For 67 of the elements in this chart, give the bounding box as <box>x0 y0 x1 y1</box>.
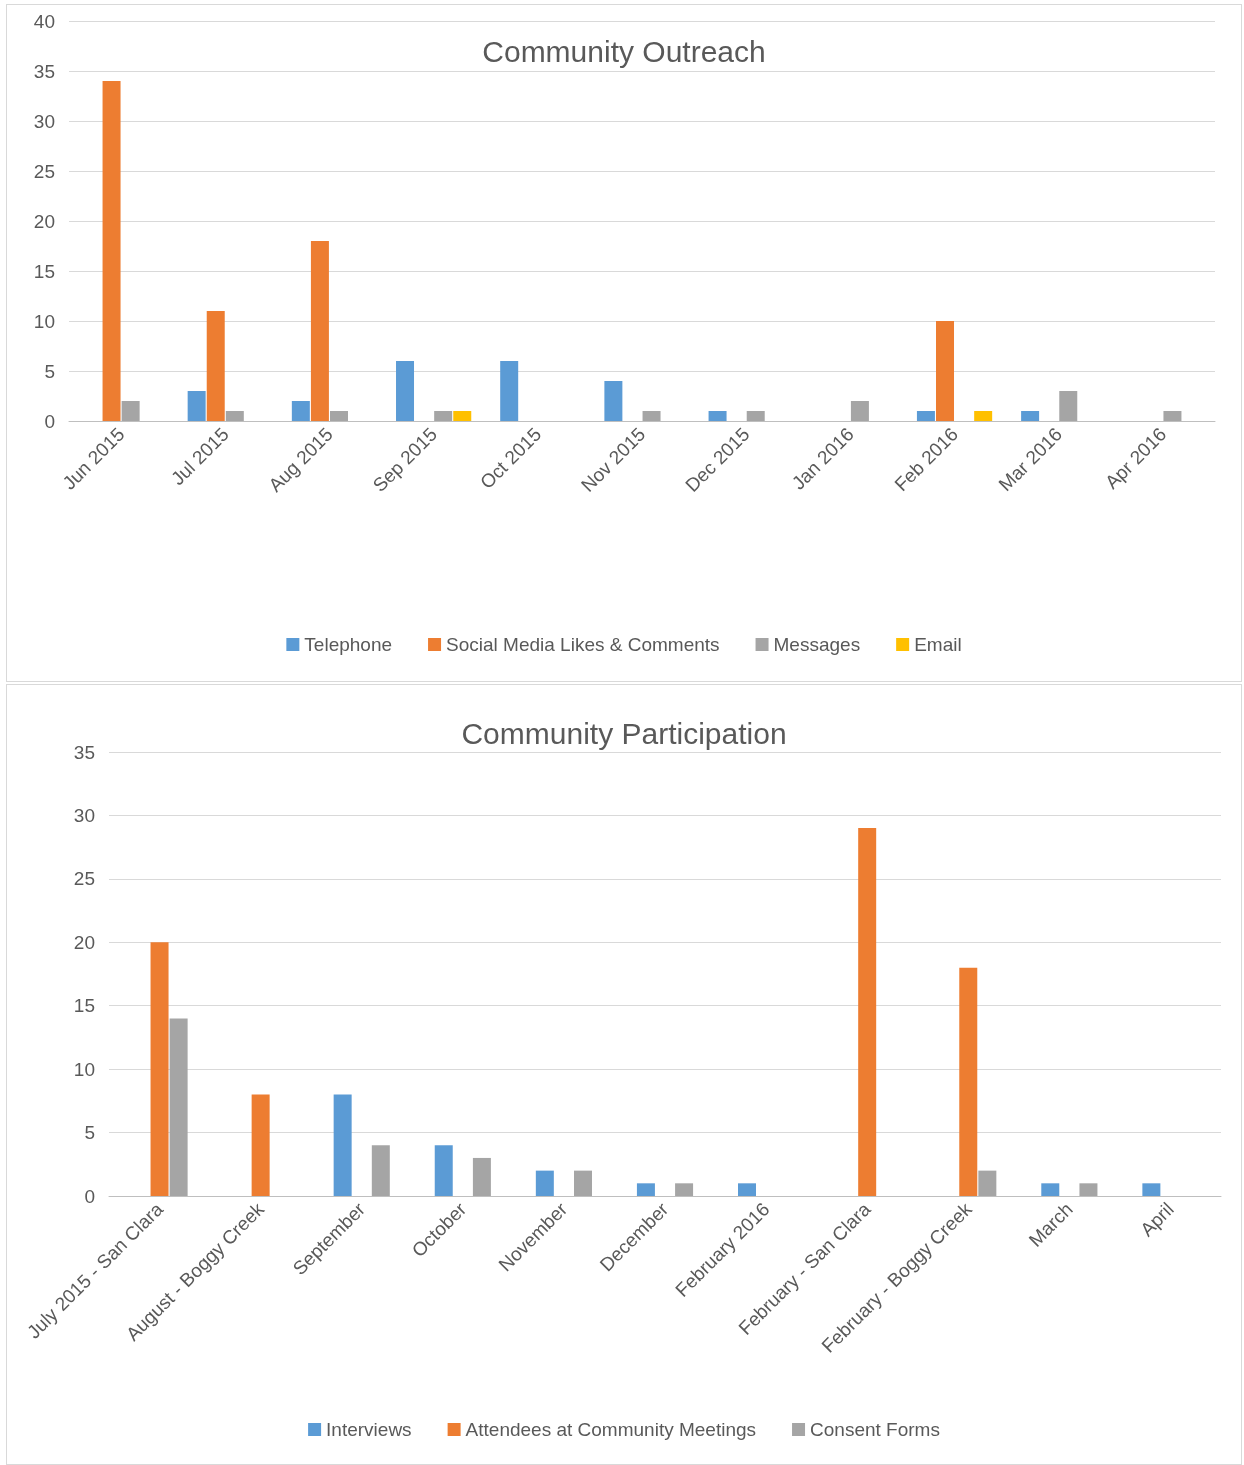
bar <box>936 321 955 421</box>
bar <box>974 411 993 421</box>
legend-label: Messages <box>773 634 861 655</box>
bar <box>738 1183 757 1196</box>
y-tick-label: 25 <box>73 868 95 890</box>
y-tick-label: 10 <box>33 310 55 332</box>
y-tick-label: 15 <box>33 260 55 282</box>
bar <box>850 401 869 421</box>
y-tick-label: 25 <box>33 160 55 182</box>
legend-label: Interviews <box>326 1419 412 1440</box>
y-tick-label: 35 <box>33 60 55 82</box>
bar <box>916 411 935 421</box>
bar <box>434 411 453 421</box>
bar <box>573 1170 592 1196</box>
y-tick-label: 40 <box>33 10 55 32</box>
bar <box>333 1094 352 1196</box>
bar <box>858 828 877 1196</box>
chart-title: Community Outreach <box>482 34 766 68</box>
bar <box>1059 391 1078 421</box>
bar <box>102 81 121 421</box>
bar <box>1021 411 1040 421</box>
y-tick-label: 0 <box>84 1185 95 1207</box>
bar <box>746 411 765 421</box>
legend-label: Telephone <box>304 634 393 655</box>
y-tick-label: 20 <box>33 210 55 232</box>
bar <box>169 1018 188 1196</box>
bar <box>1142 1183 1161 1196</box>
bar <box>978 1170 997 1196</box>
bar <box>225 411 244 421</box>
bar <box>371 1145 390 1196</box>
bar <box>150 942 169 1196</box>
bar <box>636 1183 655 1196</box>
bar <box>187 391 206 421</box>
legend-label: Social Media Likes & Comments <box>446 634 720 655</box>
bar <box>310 241 329 421</box>
y-tick-label: 5 <box>84 1122 95 1144</box>
chart-title: Community Participation <box>461 716 787 750</box>
bar <box>675 1183 694 1196</box>
y-tick-label: 10 <box>73 1058 95 1080</box>
y-tick-label: 0 <box>44 410 55 432</box>
y-tick-label: 20 <box>73 931 95 953</box>
y-tick-label: 15 <box>73 995 95 1017</box>
y-tick-label: 30 <box>73 804 95 826</box>
bar <box>535 1170 554 1196</box>
bar <box>959 967 978 1196</box>
bar <box>472 1157 491 1196</box>
bar <box>121 401 140 421</box>
y-tick-label: 35 <box>73 741 95 763</box>
bar <box>642 411 661 421</box>
legend-label: Email <box>914 634 962 655</box>
bar <box>1041 1183 1060 1196</box>
bar <box>329 411 348 421</box>
bar <box>396 361 415 421</box>
y-tick-label: 30 <box>33 110 55 132</box>
bar <box>453 411 472 421</box>
bar <box>251 1094 270 1196</box>
legend-label: Consent Forms <box>810 1419 940 1440</box>
bar <box>291 401 310 421</box>
bar <box>708 411 727 421</box>
bar <box>434 1145 453 1196</box>
bar <box>206 311 225 421</box>
bar <box>1079 1183 1098 1196</box>
y-tick-label: 5 <box>44 360 55 382</box>
bar <box>500 361 519 421</box>
bar <box>604 381 623 421</box>
legend-label: Attendees at Community Meetings <box>465 1419 757 1440</box>
bar <box>1163 411 1182 421</box>
